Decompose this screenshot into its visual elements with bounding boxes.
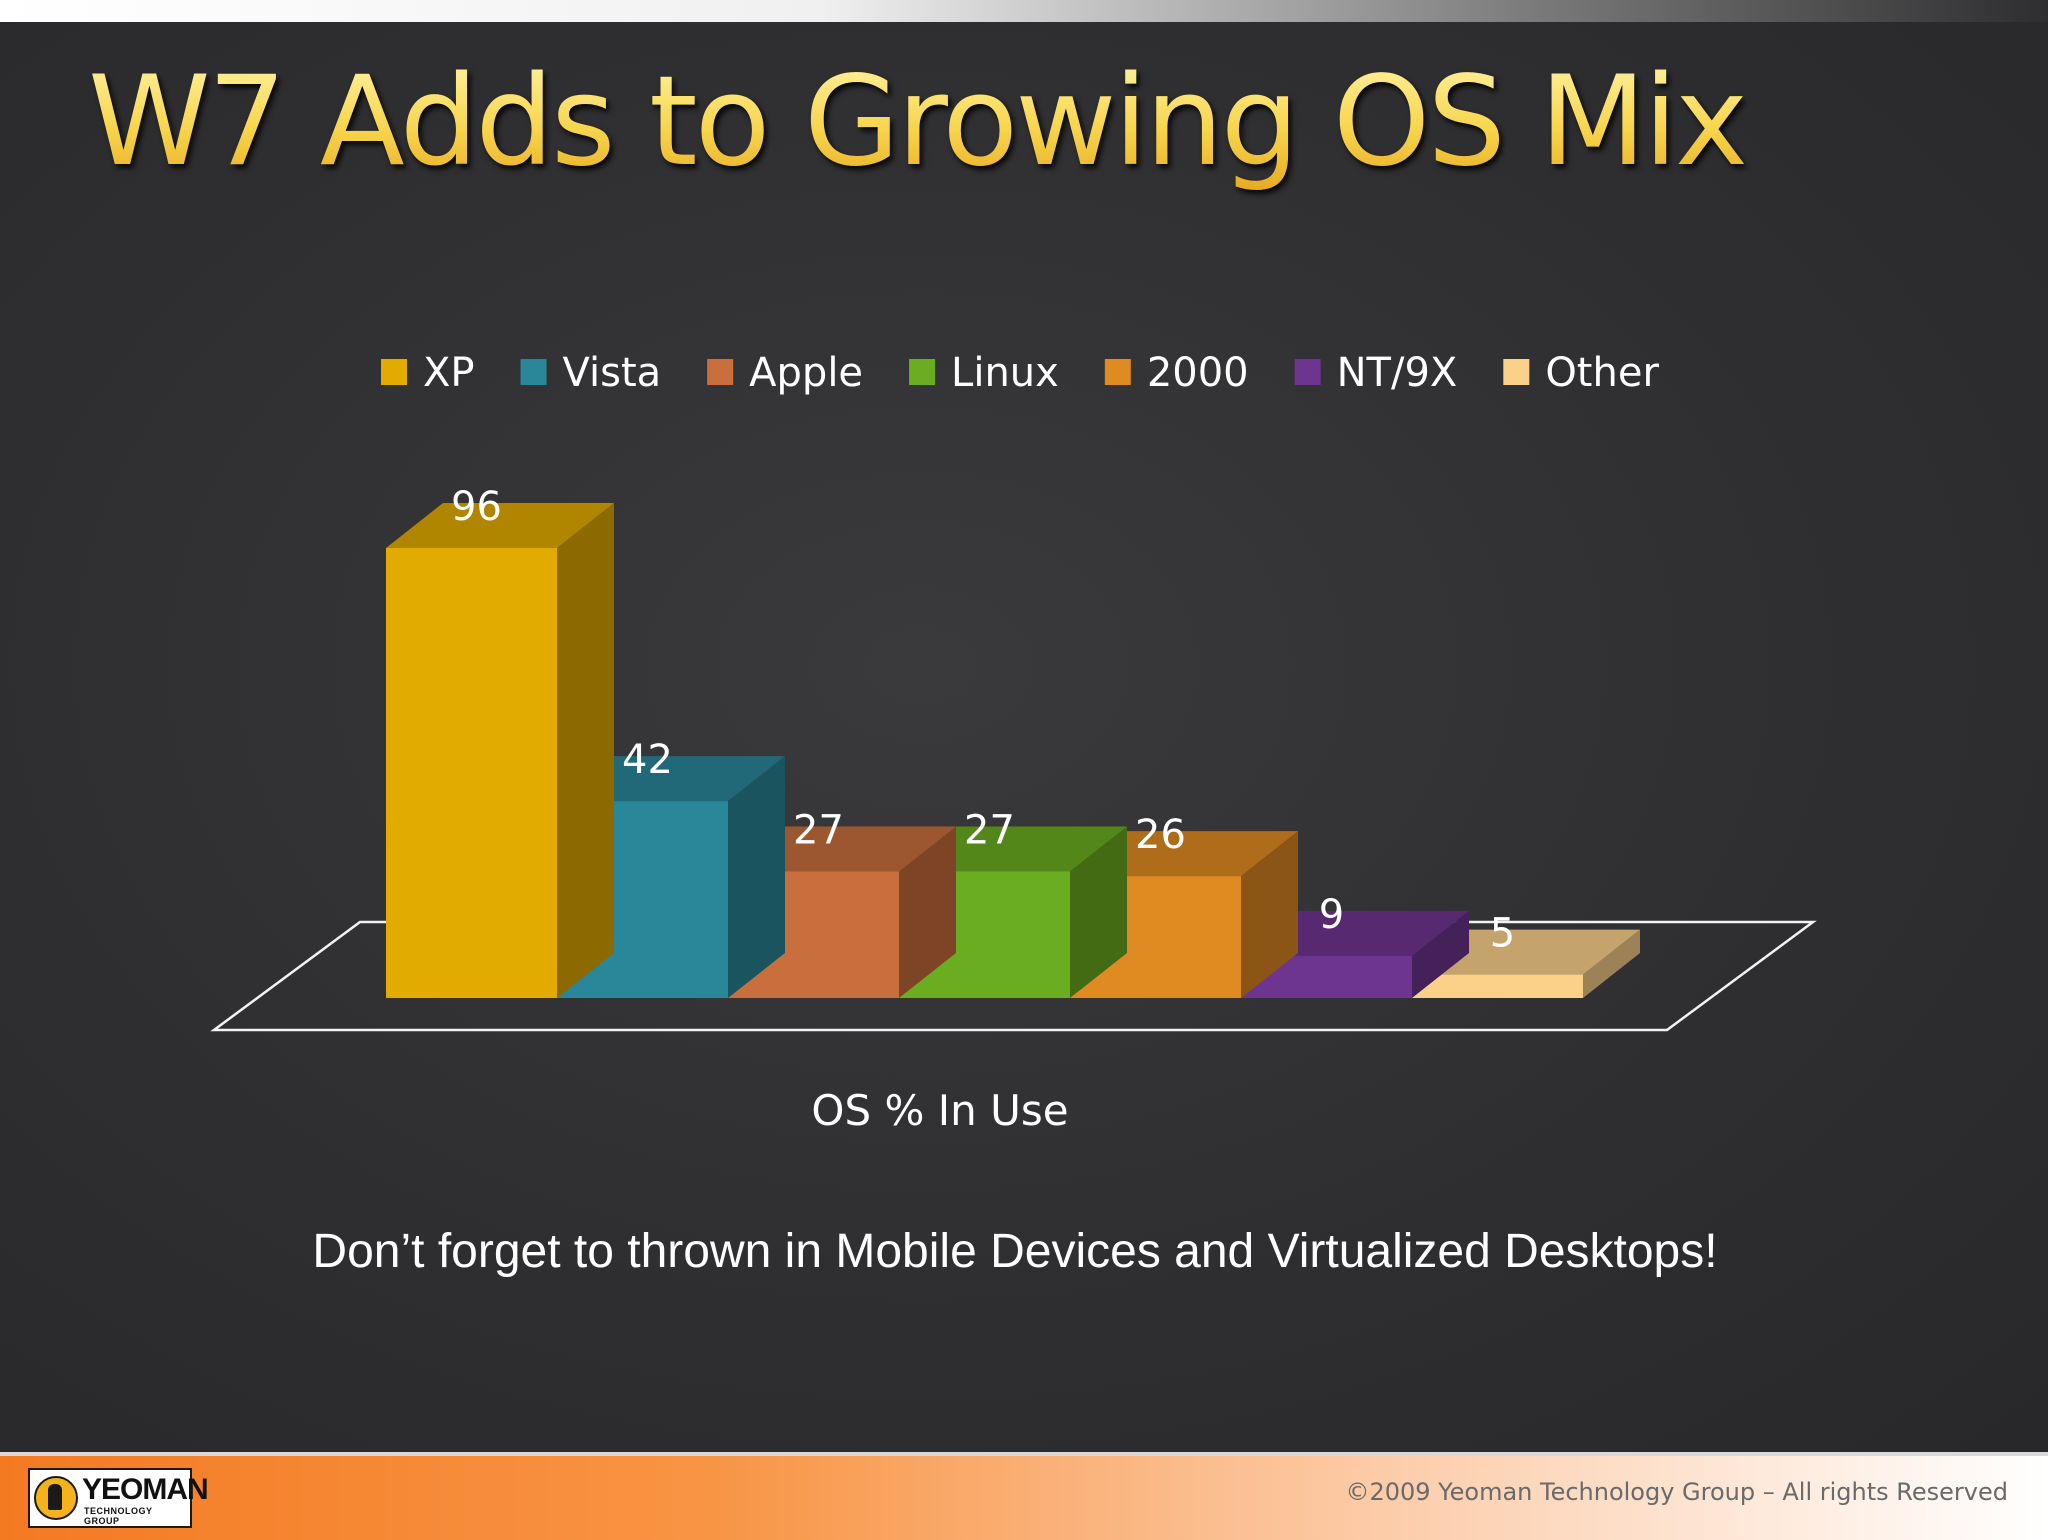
bar-side (899, 826, 956, 998)
legend-item-2000: 2000 (1104, 350, 1249, 396)
x-axis-label: OS % In Use (811, 1086, 1068, 1135)
bar-front (1412, 974, 1583, 998)
company-logo: YEOMAN TECHNOLOGY GROUP (28, 1468, 209, 1528)
legend-item-linux: Linux (909, 350, 1059, 396)
legend-item-nt-9x: NT/9X (1294, 350, 1458, 396)
chart-data-labels: 96 42 27 27 26 9 5 (451, 484, 1515, 957)
bar-xp (386, 503, 614, 998)
bar-linux (899, 826, 1127, 998)
legend-swatch (1104, 359, 1131, 385)
bar-front (386, 548, 557, 998)
data-label-other: 5 (1490, 911, 1515, 957)
chart-floor (210, 920, 1817, 1032)
chart-bars (386, 503, 1640, 998)
footer-bar: YEOMAN TECHNOLOGY GROUP ©2009 Yeoman Tec… (0, 1452, 2048, 1540)
copyright-text: ©2009 Yeoman Technology Group – All righ… (1345, 1478, 2008, 1506)
bar-side (728, 756, 785, 998)
bar-side (557, 503, 614, 998)
bar-side (1412, 910, 1469, 998)
data-label-linux: 27 (964, 807, 1015, 853)
logo-tagline: TECHNOLOGY GROUP (84, 1506, 153, 1526)
slide-background (0, 22, 2048, 1452)
legend-label: XP (423, 350, 475, 396)
data-label-apple: 27 (793, 807, 844, 853)
legend-label: Vista (563, 350, 662, 396)
os-usage-chart: XP Vista Apple Linux 2000 NT/9X Other 96 42 27 27… (210, 350, 1817, 1135)
legend-label: Apple (749, 350, 863, 396)
legend-item-other: Other (1503, 350, 1659, 396)
slide-title: W7 Adds to Growing OS Mix (88, 50, 1748, 194)
slide-subtitle: Don’t forget to thrown in Mobile Devices… (312, 1225, 1718, 1278)
legend-swatch (381, 359, 407, 385)
bar-top (386, 503, 614, 548)
data-label-2000: 26 (1135, 812, 1186, 858)
bar-side (1070, 826, 1127, 998)
logo-name: YEOMAN (82, 1473, 209, 1506)
data-label-vista: 42 (622, 737, 673, 783)
data-label-nt-9x: 9 (1319, 892, 1344, 938)
legend-item-xp: XP (381, 350, 475, 396)
legend-label: Linux (951, 350, 1059, 396)
legend-swatch (1503, 359, 1530, 385)
data-label-xp: 96 (451, 484, 502, 530)
logo-mascot-icon (34, 1476, 78, 1520)
legend-item-vista: Vista (520, 350, 662, 396)
chart-legend: XP Vista Apple Linux 2000 NT/9X Other (381, 350, 1659, 396)
legend-swatch (909, 359, 936, 385)
legend-swatch (1294, 359, 1321, 385)
bar-side (1583, 929, 1640, 998)
bar-side (1241, 831, 1298, 998)
legend-swatch (520, 359, 547, 385)
legend-label: NT/9X (1337, 350, 1458, 396)
legend-label: 2000 (1147, 350, 1249, 396)
legend-label: Other (1545, 350, 1659, 396)
legend-swatch (707, 359, 734, 385)
legend-item-apple: Apple (707, 350, 863, 396)
top-strip (0, 0, 2048, 22)
